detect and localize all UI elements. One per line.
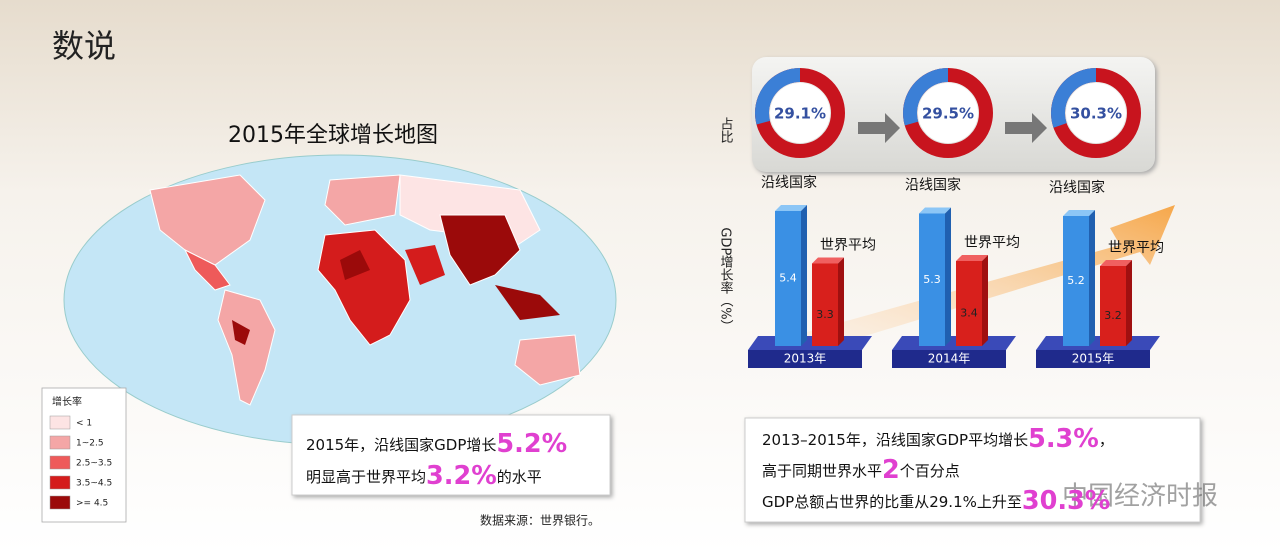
legend-swatch — [49, 455, 71, 470]
bar-side — [982, 255, 988, 346]
callout-text: 2013–2015年，沿线国家GDP平均增长 — [762, 431, 1028, 449]
platform-front — [748, 350, 862, 368]
callout-text: 个百分点 — [900, 462, 960, 480]
donut-label: 29.1% — [774, 105, 826, 123]
donut-label: 30.3% — [1070, 105, 1122, 123]
bar-value: 3.2 — [1104, 309, 1122, 322]
legend-label: 1~2.5 — [76, 439, 104, 449]
callout-line: 高于同期世界水平2个百分点 — [762, 455, 960, 485]
bar-value: 5.3 — [923, 273, 941, 286]
donut-segment — [1051, 68, 1097, 128]
bar-value: 3.3 — [816, 308, 834, 321]
series-label: 世界平均 — [1108, 240, 1164, 256]
highlight: 2 — [882, 455, 900, 485]
legend-label: >= 4.5 — [76, 499, 108, 509]
callout-line: 2013–2015年，沿线国家GDP平均增长5.3%， — [762, 424, 1114, 454]
donut-segment — [903, 68, 949, 126]
map-title: 2015年全球增长地图 — [228, 123, 438, 148]
bar-side — [801, 205, 807, 346]
page-title: 数说 — [52, 27, 116, 65]
x-tick-label: 2015年 — [1072, 352, 1115, 366]
bar — [1100, 266, 1126, 346]
bar-side — [1089, 210, 1095, 346]
bar — [812, 263, 838, 346]
trend-arrow — [760, 205, 1175, 362]
source-note: 数据来源：世界银行。 — [480, 513, 600, 528]
donut-center — [918, 83, 978, 143]
callout-line: GDP总额占世界的比重从29.1%上升至30.3% — [762, 486, 1110, 516]
bar-side — [838, 257, 844, 346]
donut-segment — [755, 68, 801, 125]
donut-label: 29.5% — [922, 105, 974, 123]
callout-line: 明显高于世界平均3.2%的水平 — [306, 461, 542, 491]
legend-title: 增长率 — [52, 395, 82, 408]
legend-label: 2.5~3.5 — [76, 459, 112, 469]
callout-text: 明显高于世界平均 — [306, 468, 426, 486]
bar-side — [945, 207, 951, 346]
legend-swatch — [49, 435, 71, 450]
legend-swatch — [49, 475, 71, 490]
bar-value: 5.2 — [1067, 274, 1085, 287]
arrow — [1005, 113, 1047, 143]
series-label: 沿线国家 — [905, 177, 961, 194]
series-label: 沿线国家 — [761, 174, 817, 191]
highlight: 3.2% — [426, 461, 497, 491]
y-axis-label: GDP增长率（%） — [718, 227, 734, 332]
callout-text: 高于同期世界水平 — [762, 462, 882, 480]
callout-text: GDP总额占世界的比重从29.1%上升至 — [762, 493, 1022, 511]
legend-swatch — [49, 495, 71, 510]
bar-value: 5.4 — [779, 272, 797, 285]
bar-side — [1126, 260, 1132, 346]
share-axis-label: 占比 — [718, 117, 733, 144]
series-label: 世界平均 — [820, 238, 876, 254]
x-tick-label: 2014年 — [928, 352, 971, 366]
map-callout-box — [291, 414, 611, 496]
platform-front — [1036, 350, 1150, 368]
bar-value: 3.4 — [960, 307, 978, 320]
series-label: 世界平均 — [964, 235, 1020, 251]
donut-center — [1066, 83, 1126, 143]
bar — [919, 213, 945, 346]
legend-label: < 1 — [76, 419, 92, 429]
legend-swatch — [49, 415, 71, 430]
highlight: 30.3% — [1022, 486, 1110, 516]
bar-top — [1100, 260, 1132, 266]
bar — [1063, 216, 1089, 346]
world-map — [63, 154, 617, 446]
donut-center — [770, 83, 830, 143]
platform — [892, 336, 1016, 350]
legend-label: 3.5~4.5 — [76, 479, 112, 489]
highlight: 5.2% — [496, 429, 567, 459]
callout-text: 的水平 — [497, 468, 542, 486]
series-label: 沿线国家 — [1049, 179, 1105, 196]
callout-text: 2015年，沿线国家GDP增长 — [306, 436, 496, 454]
bar-top — [1063, 210, 1095, 216]
highlight: 5.3% — [1028, 424, 1099, 454]
bar — [956, 261, 982, 346]
summary-box — [744, 417, 1201, 523]
platform — [748, 336, 872, 350]
bar — [775, 211, 801, 346]
arrow — [858, 113, 900, 143]
bar-top — [812, 257, 844, 264]
x-tick-label: 2013年 — [784, 352, 827, 366]
watermark: 中国经济时报 — [1062, 482, 1218, 512]
platform — [1036, 336, 1160, 350]
bar-top — [919, 207, 951, 214]
bar-top — [956, 255, 988, 261]
bar-top — [775, 205, 807, 211]
callout-text: ， — [1099, 431, 1114, 449]
callout-line: 2015年，沿线国家GDP增长5.2% — [306, 429, 567, 459]
platform-front — [892, 350, 1006, 368]
